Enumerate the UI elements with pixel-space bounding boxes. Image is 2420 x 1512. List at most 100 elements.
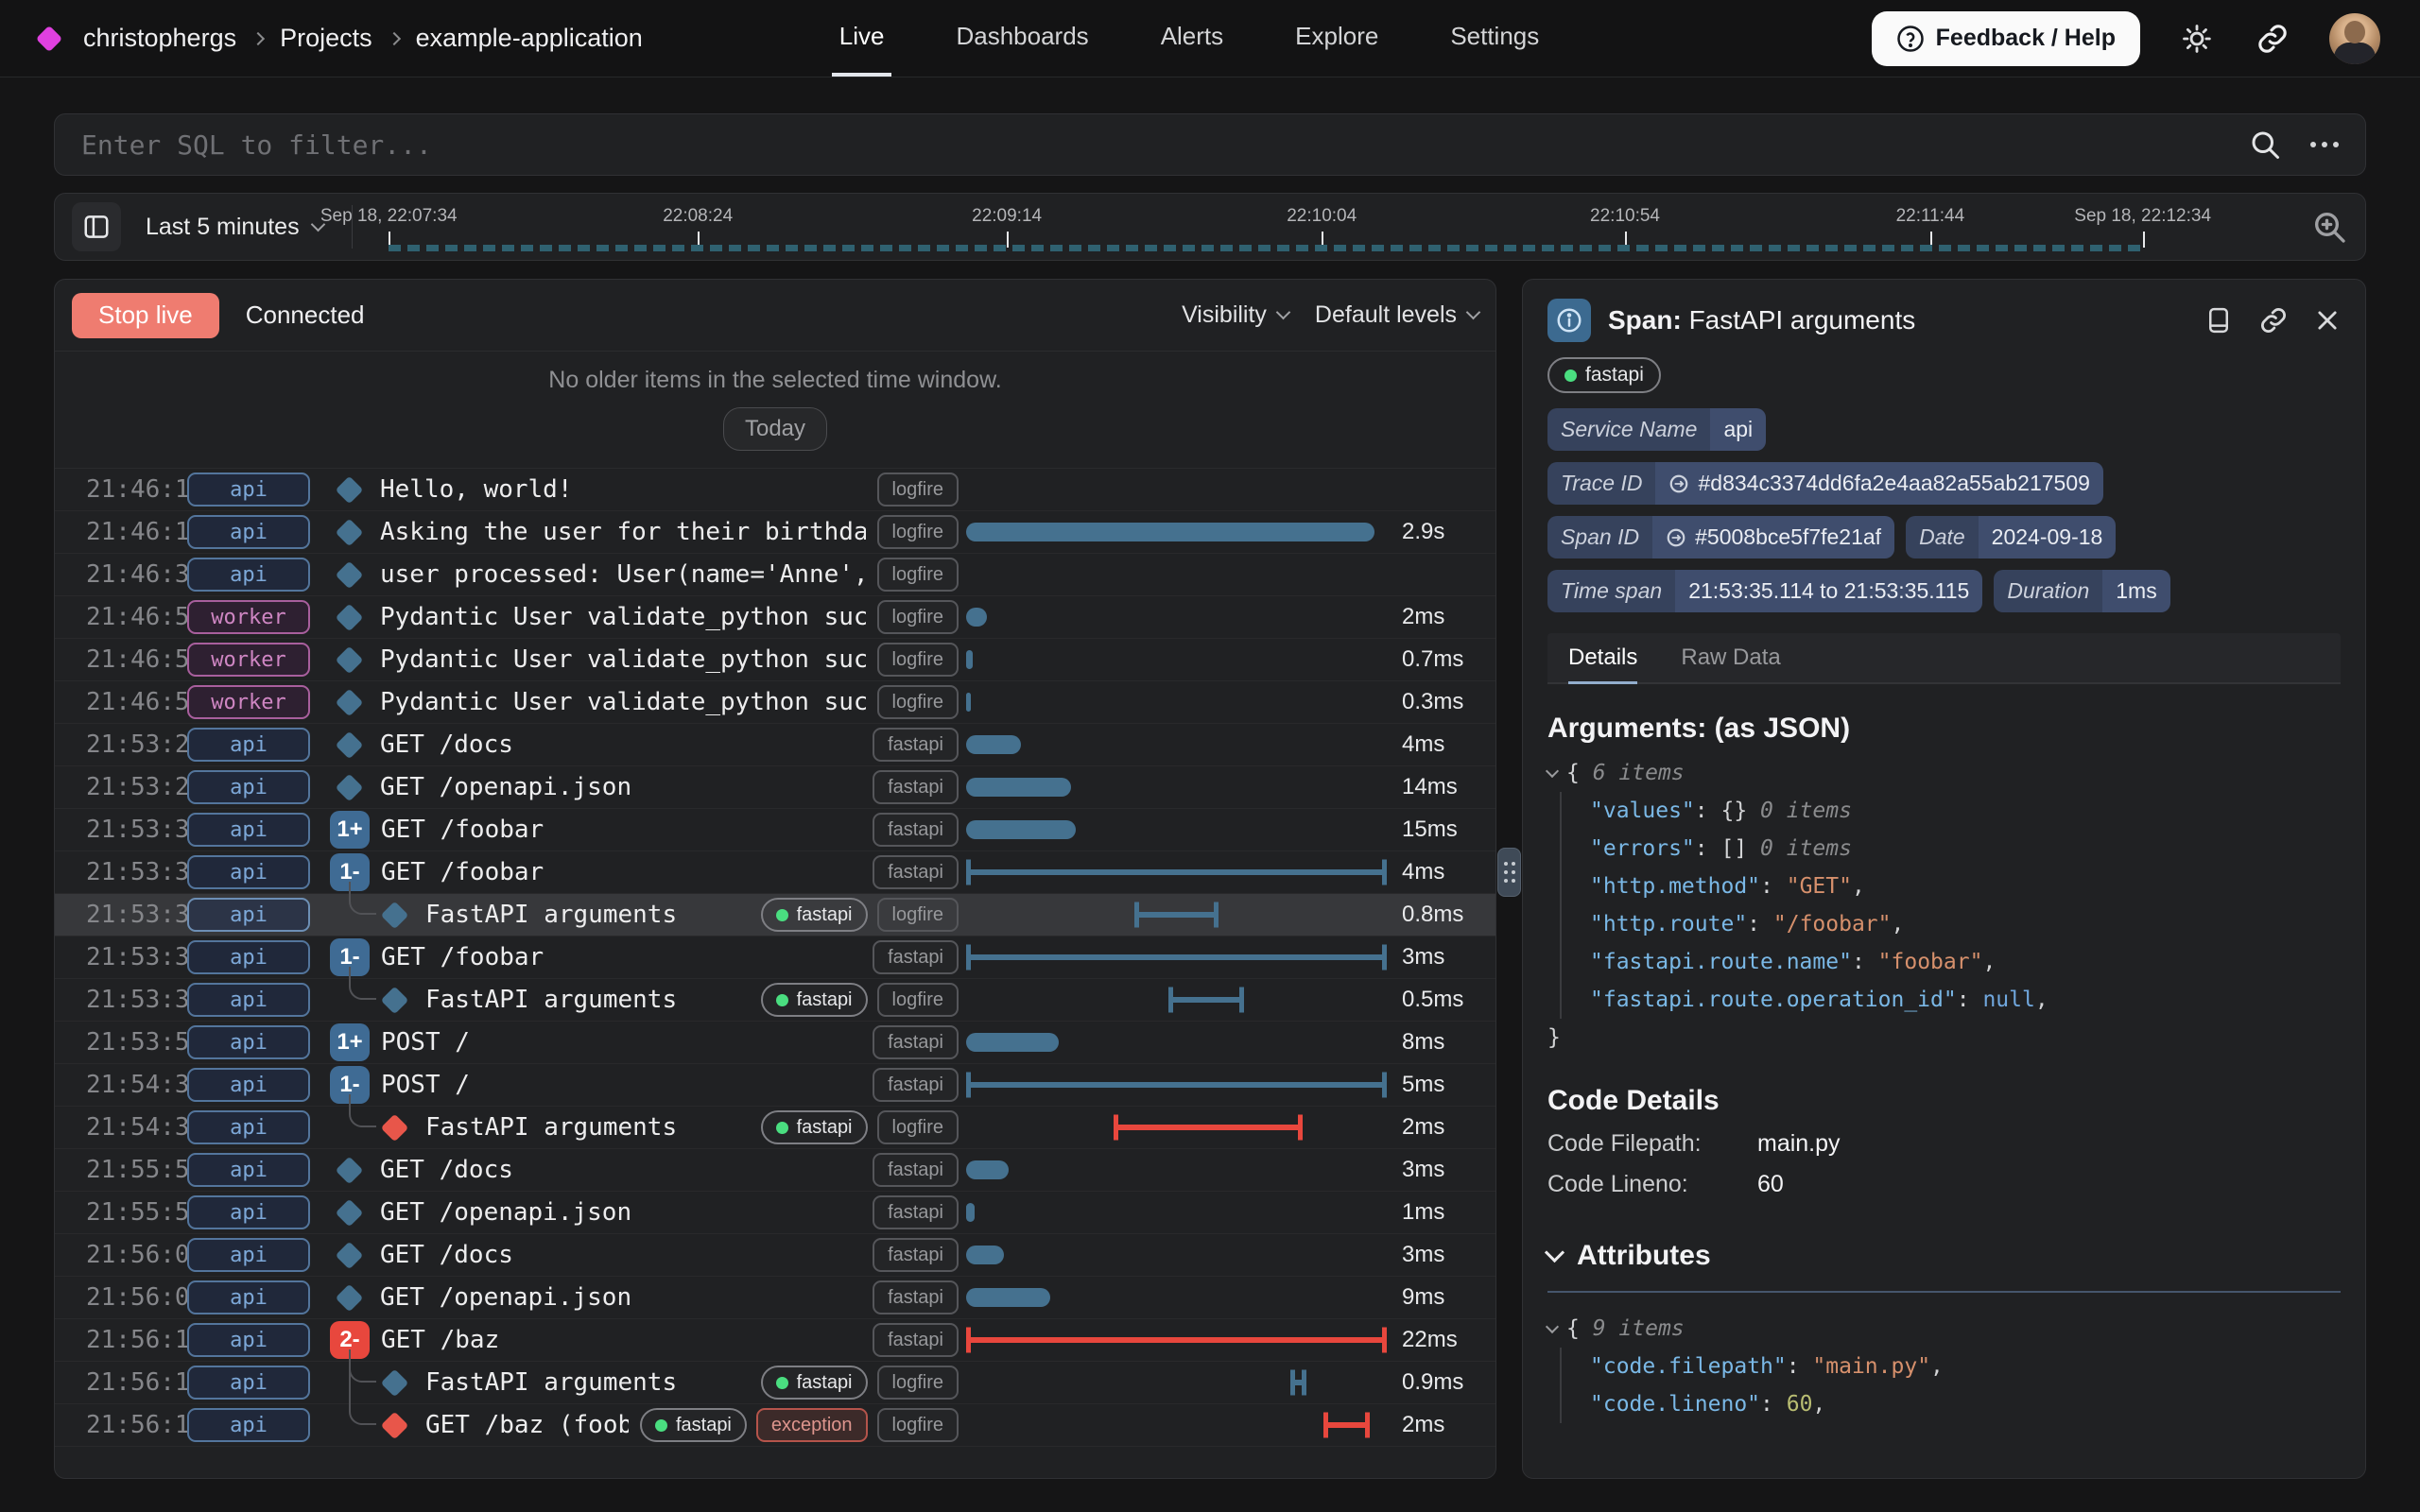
breadcrumb-item[interactable]: example-application — [416, 24, 643, 53]
search-icon[interactable] — [2248, 128, 2282, 162]
service-badge: api — [187, 1195, 310, 1229]
panel-resize-handle[interactable] — [1497, 848, 1521, 897]
sidebar-toggle-icon[interactable] — [72, 202, 121, 251]
more-options-icon[interactable] — [2310, 142, 2339, 147]
duration-bar-track — [966, 1192, 1387, 1234]
code-detail-row: Code Lineno:60 — [1547, 1171, 2341, 1198]
close-icon[interactable] — [2314, 307, 2341, 334]
nav-tab-alerts[interactable]: Alerts — [1153, 0, 1231, 77]
user-avatar[interactable] — [2329, 13, 2380, 64]
row-duration: 14ms — [1387, 774, 1495, 800]
nav-tab-live[interactable]: Live — [832, 0, 892, 77]
service-badge: api — [187, 855, 310, 889]
trace-row[interactable]: 21:53:56api1+POST /fastapi8ms — [55, 1022, 1495, 1064]
row-message: GET /foobar — [381, 858, 861, 886]
copy-link-icon[interactable] — [2259, 306, 2288, 335]
stop-live-button[interactable]: Stop live — [72, 293, 219, 338]
trace-row[interactable]: 21:54:37api1-POST /fastapi5ms — [55, 1064, 1495, 1107]
row-timestamp: 21:46:55 — [55, 688, 187, 716]
trace-row[interactable]: 21:54:37apiFastAPI argumentsfastapilogfi… — [55, 1107, 1495, 1149]
trace-row[interactable]: 21:53:28apiGET /openapi.jsonfastapi14ms — [55, 766, 1495, 809]
trace-row[interactable]: 21:53:35apiFastAPI argumentsfastapilogfi… — [55, 979, 1495, 1022]
today-button[interactable]: Today — [723, 407, 827, 451]
span-diamond-icon — [336, 773, 364, 801]
trace-row[interactable]: 21:53:28apiGET /docsfastapi4ms — [55, 724, 1495, 766]
json-token-punct: , — [1852, 874, 1865, 899]
row-timestamp: 21:56:13 — [55, 1411, 187, 1439]
row-marker — [330, 608, 369, 627]
attributes-json: { 9 items"code.filepath": "main.py","cod… — [1547, 1310, 2341, 1423]
chevron-down-icon[interactable] — [1546, 1320, 1559, 1333]
chevron-down-icon[interactable] — [1545, 1243, 1564, 1263]
trace-row[interactable]: 21:56:09apiGET /openapi.jsonfastapi9ms — [55, 1277, 1495, 1319]
row-timestamp: 21:53:35 — [55, 901, 187, 929]
expand-collapse-button[interactable]: 1+ — [330, 1023, 370, 1061]
open-panel-icon[interactable] — [2204, 306, 2233, 335]
trace-row[interactable]: 21:56:13api2-GET /bazfastapi22ms — [55, 1319, 1495, 1362]
tree-connector — [349, 882, 376, 915]
detail-tab-raw-data[interactable]: Raw Data — [1681, 633, 1780, 684]
trace-row[interactable]: 21:46:55workerPydantic User validate_pyt… — [55, 596, 1495, 639]
row-timestamp: 21:53:35 — [55, 986, 187, 1014]
duration-bar-track — [966, 1319, 1387, 1362]
sql-input[interactable] — [81, 129, 2248, 161]
visibility-dropdown[interactable]: Visibility — [1182, 301, 1288, 329]
chevron-down-icon[interactable] — [1546, 765, 1559, 778]
nav-tab-dashboards[interactable]: Dashboards — [948, 0, 1096, 77]
trace-row[interactable]: 21:56:13apiGET /baz (foobar)fastapiexcep… — [55, 1404, 1495, 1447]
row-message: GET /baz — [381, 1326, 861, 1354]
timeline-track[interactable]: Sep 18, 22:07:3422:08:2422:09:1422:10:04… — [360, 194, 2291, 260]
row-duration: 0.7ms — [1387, 646, 1495, 673]
service-tag-label: fastapi — [1585, 364, 1644, 387]
meta-badge-value[interactable]: #d834c3374dd6fa2e4aa82a55ab217509 — [1655, 462, 2102, 505]
feedback-help-button[interactable]: Feedback / Help — [1872, 11, 2140, 66]
trace-row[interactable]: 21:46:19apiHello, world!logfire — [55, 469, 1495, 511]
detail-tab-details[interactable]: Details — [1568, 633, 1637, 684]
theme-toggle-icon[interactable] — [2178, 20, 2216, 58]
duration-bar — [966, 820, 1076, 839]
time-range-dropdown[interactable]: Last 5 minutes — [146, 214, 323, 241]
trace-row[interactable]: 21:56:13apiFastAPI argumentsfastapilogfi… — [55, 1362, 1495, 1404]
trace-row[interactable]: 21:53:35api1-GET /foobarfastapi4ms — [55, 851, 1495, 894]
trace-row[interactable]: 21:53:33api1+GET /foobarfastapi15ms — [55, 809, 1495, 851]
duration-bar-track — [966, 639, 1387, 681]
breadcrumb-item[interactable]: Projects — [280, 24, 372, 53]
row-marker — [330, 523, 369, 542]
trace-row[interactable]: 21:53:35api1-GET /foobarfastapi3ms — [55, 936, 1495, 979]
expand-collapse-button[interactable]: 1+ — [330, 811, 370, 849]
trace-row[interactable]: 21:46:55workerPydantic User validate_pyt… — [55, 681, 1495, 724]
row-message: GET /openapi.json — [380, 1198, 861, 1227]
duration-bar-track — [966, 554, 1387, 596]
row-message: Hello, world! — [380, 475, 866, 504]
trace-row[interactable]: 21:46:19apiAsking the user for their bir… — [55, 511, 1495, 554]
duration-bar-track — [966, 809, 1387, 851]
link-icon — [1668, 473, 1689, 494]
span-detail-panel: Span: FastAPI arguments — [1522, 279, 2366, 1479]
trace-row[interactable]: 21:55:58apiGET /docsfastapi3ms — [55, 1149, 1495, 1192]
row-tags: fastapi — [873, 770, 959, 804]
row-message: FastAPI arguments — [425, 986, 750, 1014]
question-circle-icon — [1896, 25, 1925, 53]
row-message: GET /docs — [380, 1241, 861, 1269]
breadcrumb-item[interactable]: christophergs — [83, 24, 236, 53]
logo-diamond-icon[interactable] — [36, 25, 62, 51]
trace-row[interactable]: 21:55:58apiGET /openapi.jsonfastapi1ms — [55, 1192, 1495, 1234]
share-link-icon[interactable] — [2254, 20, 2291, 58]
row-duration: 0.8ms — [1387, 902, 1495, 928]
trace-row[interactable]: 21:53:35apiFastAPI argumentsfastapilogfi… — [55, 894, 1495, 936]
nav-tab-explore[interactable]: Explore — [1288, 0, 1386, 77]
nav-tab-settings[interactable]: Settings — [1443, 0, 1547, 77]
row-message: FastAPI arguments — [425, 1368, 750, 1397]
meta-badge-value[interactable]: #5008bce5f7fe21af — [1652, 516, 1894, 558]
zoom-in-icon[interactable] — [2310, 208, 2348, 246]
span-type-label: Span: — [1608, 305, 1682, 335]
trace-row[interactable]: 21:46:55workerPydantic User validate_pyt… — [55, 639, 1495, 681]
row-duration: 3ms — [1387, 944, 1495, 971]
json-token-meta: 6 items — [1593, 761, 1685, 785]
default-levels-dropdown[interactable]: Default levels — [1315, 301, 1478, 329]
json-line: "values": {} 0 items — [1590, 792, 2341, 830]
duration-bar-track — [966, 894, 1387, 936]
trace-row[interactable]: 21:56:09apiGET /docsfastapi3ms — [55, 1234, 1495, 1277]
scope-tag: logfire — [877, 643, 959, 677]
trace-row[interactable]: 21:46:33apiuser processed: User(name='An… — [55, 554, 1495, 596]
